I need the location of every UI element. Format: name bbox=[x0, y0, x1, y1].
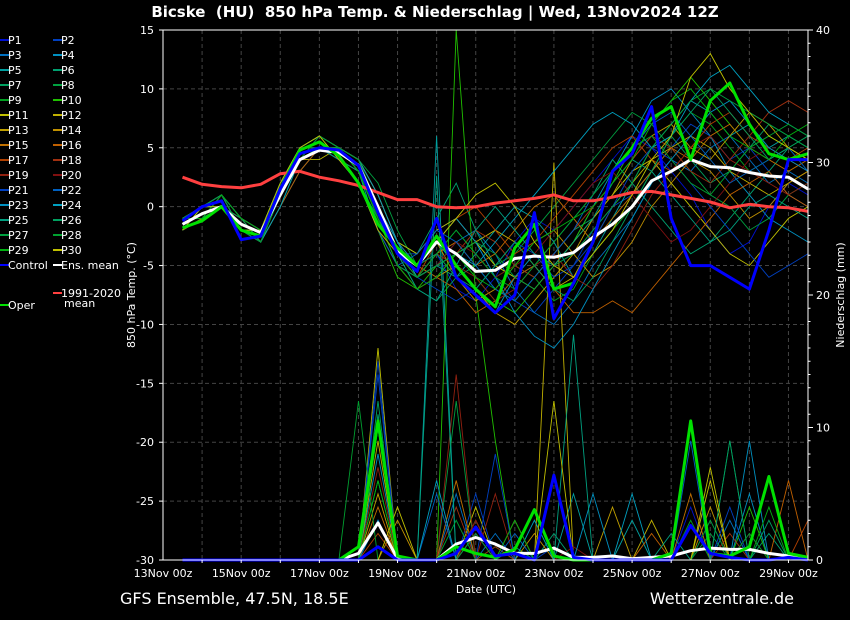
x-axis-label: Date (UTC) bbox=[456, 583, 516, 596]
legend-label-P23: P23 bbox=[8, 199, 29, 212]
legend-label-P9: P9 bbox=[8, 94, 22, 107]
legend-label-P28: P28 bbox=[61, 229, 82, 242]
legend-label-oper: Oper bbox=[8, 299, 35, 312]
y2-tick-label: 40 bbox=[816, 24, 830, 37]
member-precip-line-P23 bbox=[182, 440, 808, 561]
y-tick-label: -5 bbox=[143, 260, 154, 273]
member-temp-line-P24 bbox=[182, 64, 809, 278]
legend-label-control: Control bbox=[8, 259, 48, 272]
legend-label-P12: P12 bbox=[61, 109, 82, 122]
x-tick-label: 17Nov 00z bbox=[290, 567, 349, 580]
footer-model-info: GFS Ensemble, 47.5N, 18.5E bbox=[120, 589, 349, 608]
grid bbox=[163, 30, 808, 560]
y-tick-label: -10 bbox=[136, 318, 154, 331]
legend-label-P18: P18 bbox=[61, 154, 82, 167]
x-tick-label: 25Nov 00z bbox=[603, 567, 662, 580]
legend-label-P22: P22 bbox=[61, 184, 82, 197]
legend-label-P5: P5 bbox=[8, 64, 22, 77]
member-temp-line-P1 bbox=[182, 135, 809, 302]
legend-label-P13: P13 bbox=[8, 124, 29, 137]
legend-label-P6: P6 bbox=[61, 64, 75, 77]
member-precip-line-P21 bbox=[182, 361, 808, 561]
member-precip-line-P2 bbox=[182, 374, 808, 561]
member-precip-line-P26 bbox=[182, 400, 808, 562]
legend-label-P26: P26 bbox=[61, 214, 82, 227]
legend-label-P20: P20 bbox=[61, 169, 82, 182]
y2-tick-label: 0 bbox=[816, 554, 823, 567]
member-precip-line-P12 bbox=[182, 162, 808, 561]
y-tick-label: -25 bbox=[136, 495, 154, 508]
legend-label-P30: P30 bbox=[61, 244, 82, 257]
y-axis-label: 850 hPa Temp. (°C) bbox=[125, 242, 138, 348]
legend-label-P3: P3 bbox=[8, 49, 22, 62]
y-tick-label: -30 bbox=[136, 554, 154, 567]
legend-label-P16: P16 bbox=[61, 139, 82, 152]
control-temp-line bbox=[181, 105, 808, 321]
member-temp-line-P29 bbox=[182, 88, 809, 290]
member-temp-line-P13 bbox=[182, 111, 809, 325]
member-precip-line-P7 bbox=[182, 440, 808, 561]
legend-label-P25: P25 bbox=[8, 214, 29, 227]
legend-label-P14: P14 bbox=[61, 124, 82, 137]
member-precip-line-P25 bbox=[182, 175, 808, 561]
member-precip-line-P22 bbox=[182, 440, 808, 561]
legend-label-clim-mean: 1991-2020 bbox=[61, 287, 121, 300]
ens-mean-temp-line bbox=[181, 148, 809, 273]
legend-label-P29: P29 bbox=[8, 244, 29, 257]
member-temp-line-P30 bbox=[182, 52, 809, 278]
legend-label-P7: P7 bbox=[8, 79, 22, 92]
member-temp-line-P7 bbox=[182, 123, 809, 302]
legend-label-P11: P11 bbox=[8, 109, 29, 122]
legend-label-P24: P24 bbox=[61, 199, 82, 212]
legend-label-P19: P19 bbox=[8, 169, 29, 182]
legend-label-ens-mean: Ens. mean bbox=[61, 259, 119, 272]
legend-label-P1: P1 bbox=[8, 34, 22, 47]
y-tick-label: 0 bbox=[147, 201, 154, 214]
y2-axis-label: Niederschlag (mm) bbox=[834, 242, 847, 347]
x-tick-label: 29Nov 00z bbox=[759, 567, 818, 580]
x-tick-label: 21Nov 00z bbox=[446, 567, 505, 580]
legend-label-P15: P15 bbox=[8, 139, 29, 152]
legend-label-P17: P17 bbox=[8, 154, 29, 167]
y-tick-label: -20 bbox=[136, 436, 154, 449]
x-tick-label: 19Nov 00z bbox=[368, 567, 427, 580]
legend: P1 P2 P3 P4 P5 P6 P7 P8 P9 P10 P11 P12 P13 P14 P15 P16 P… bbox=[0, 34, 121, 312]
member-temp-line-P19 bbox=[182, 135, 809, 302]
member-precip-line-P19 bbox=[182, 374, 808, 561]
legend-label-P2: P2 bbox=[61, 34, 75, 47]
series-layer bbox=[181, 29, 809, 562]
x-tick-label: 27Nov 00z bbox=[681, 567, 740, 580]
x-tick-label: 23Nov 00z bbox=[525, 567, 584, 580]
y-tick-label: 10 bbox=[140, 83, 154, 96]
y-tick-label: 15 bbox=[140, 24, 154, 37]
member-precip-line-P10 bbox=[182, 29, 808, 561]
y-tick-label: -15 bbox=[136, 377, 154, 390]
member-temp-line-P5 bbox=[182, 100, 809, 279]
y2-tick-label: 10 bbox=[816, 422, 830, 435]
y2-tick-label: 30 bbox=[816, 157, 830, 170]
x-tick-label: 15Nov 00z bbox=[212, 567, 271, 580]
chart-title: Bicske (HU) 850 hPa Temp. & Niederschlag… bbox=[151, 3, 718, 22]
legend-label-P27: P27 bbox=[8, 229, 29, 242]
x-tick-label: 13Nov 00z bbox=[134, 567, 193, 580]
legend-label-P4: P4 bbox=[61, 49, 75, 62]
footer-site[interactable]: Wetterzentrale.de bbox=[650, 589, 794, 608]
legend-label-P8: P8 bbox=[61, 79, 75, 92]
y2-tick-label: 20 bbox=[816, 289, 830, 302]
legend-label-clim-mean-line2: mean bbox=[64, 297, 95, 310]
legend-label-P10: P10 bbox=[61, 94, 82, 107]
y-tick-label: 5 bbox=[147, 142, 154, 155]
legend-label-P21: P21 bbox=[8, 184, 29, 197]
member-temp-line-P27 bbox=[182, 88, 809, 290]
